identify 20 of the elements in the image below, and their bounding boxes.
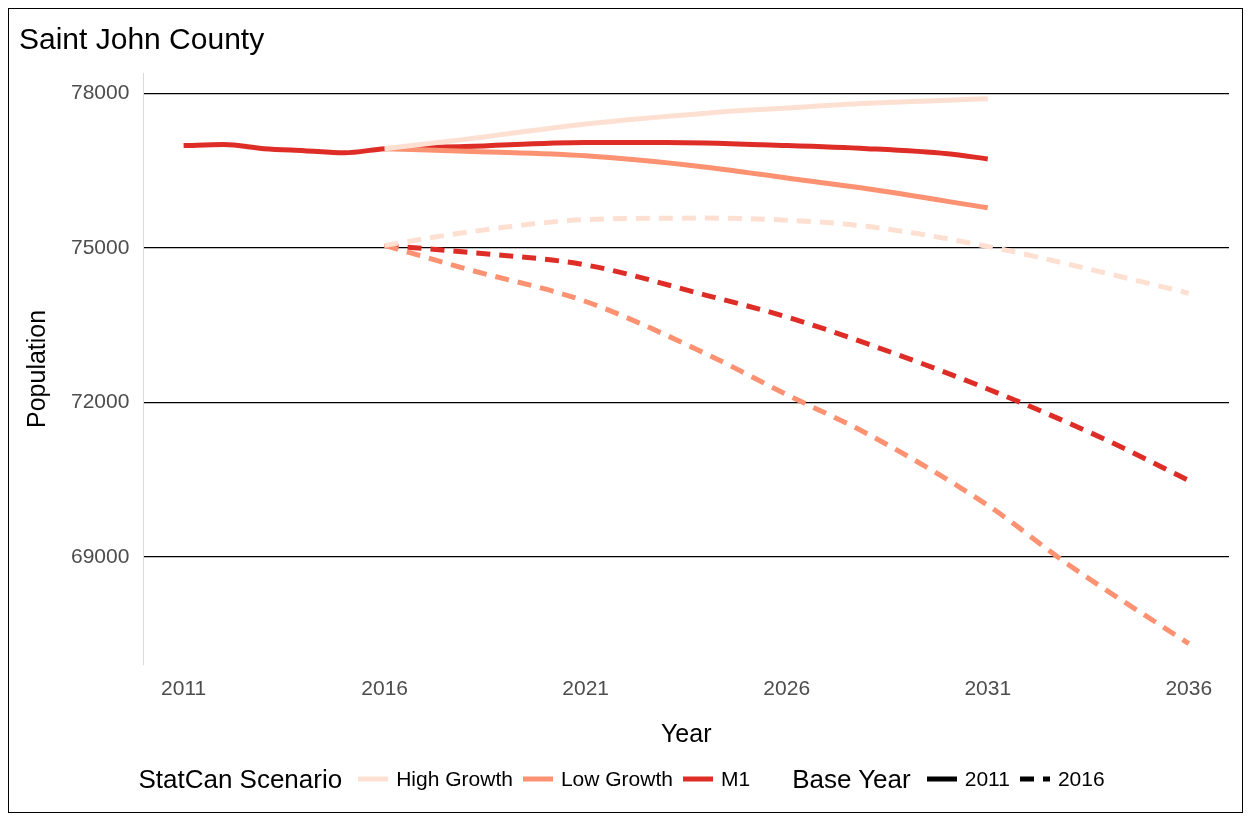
y-tick-label: 75000: [70, 234, 130, 258]
y-axis-title: Population: [21, 309, 50, 428]
x-tick-label: 2011: [161, 676, 207, 700]
x-tick-label: 2021: [562, 676, 610, 700]
text: 2011: [964, 767, 1010, 791]
y-tick-label: 78000: [70, 80, 130, 104]
x-tick-label: 2026: [763, 676, 811, 700]
text: 2016: [1057, 767, 1105, 791]
x-axis-title: Year: [660, 718, 712, 747]
chart-title: Saint John County: [19, 22, 265, 56]
legend-label: M1: [720, 767, 751, 791]
legend-label: High Growth: [396, 767, 513, 791]
legend-title: StatCan Scenario: [138, 763, 343, 795]
x-tick-label: 2016: [361, 676, 408, 700]
legend-label: Low Growth: [560, 767, 673, 791]
text: Base Year: [792, 763, 911, 795]
x-tick-label: 2036: [1165, 676, 1213, 700]
y-tick-label: 69000: [70, 543, 130, 567]
x-tick-label: 2031: [964, 676, 1012, 700]
y-tick-label: 72000: [70, 389, 130, 413]
